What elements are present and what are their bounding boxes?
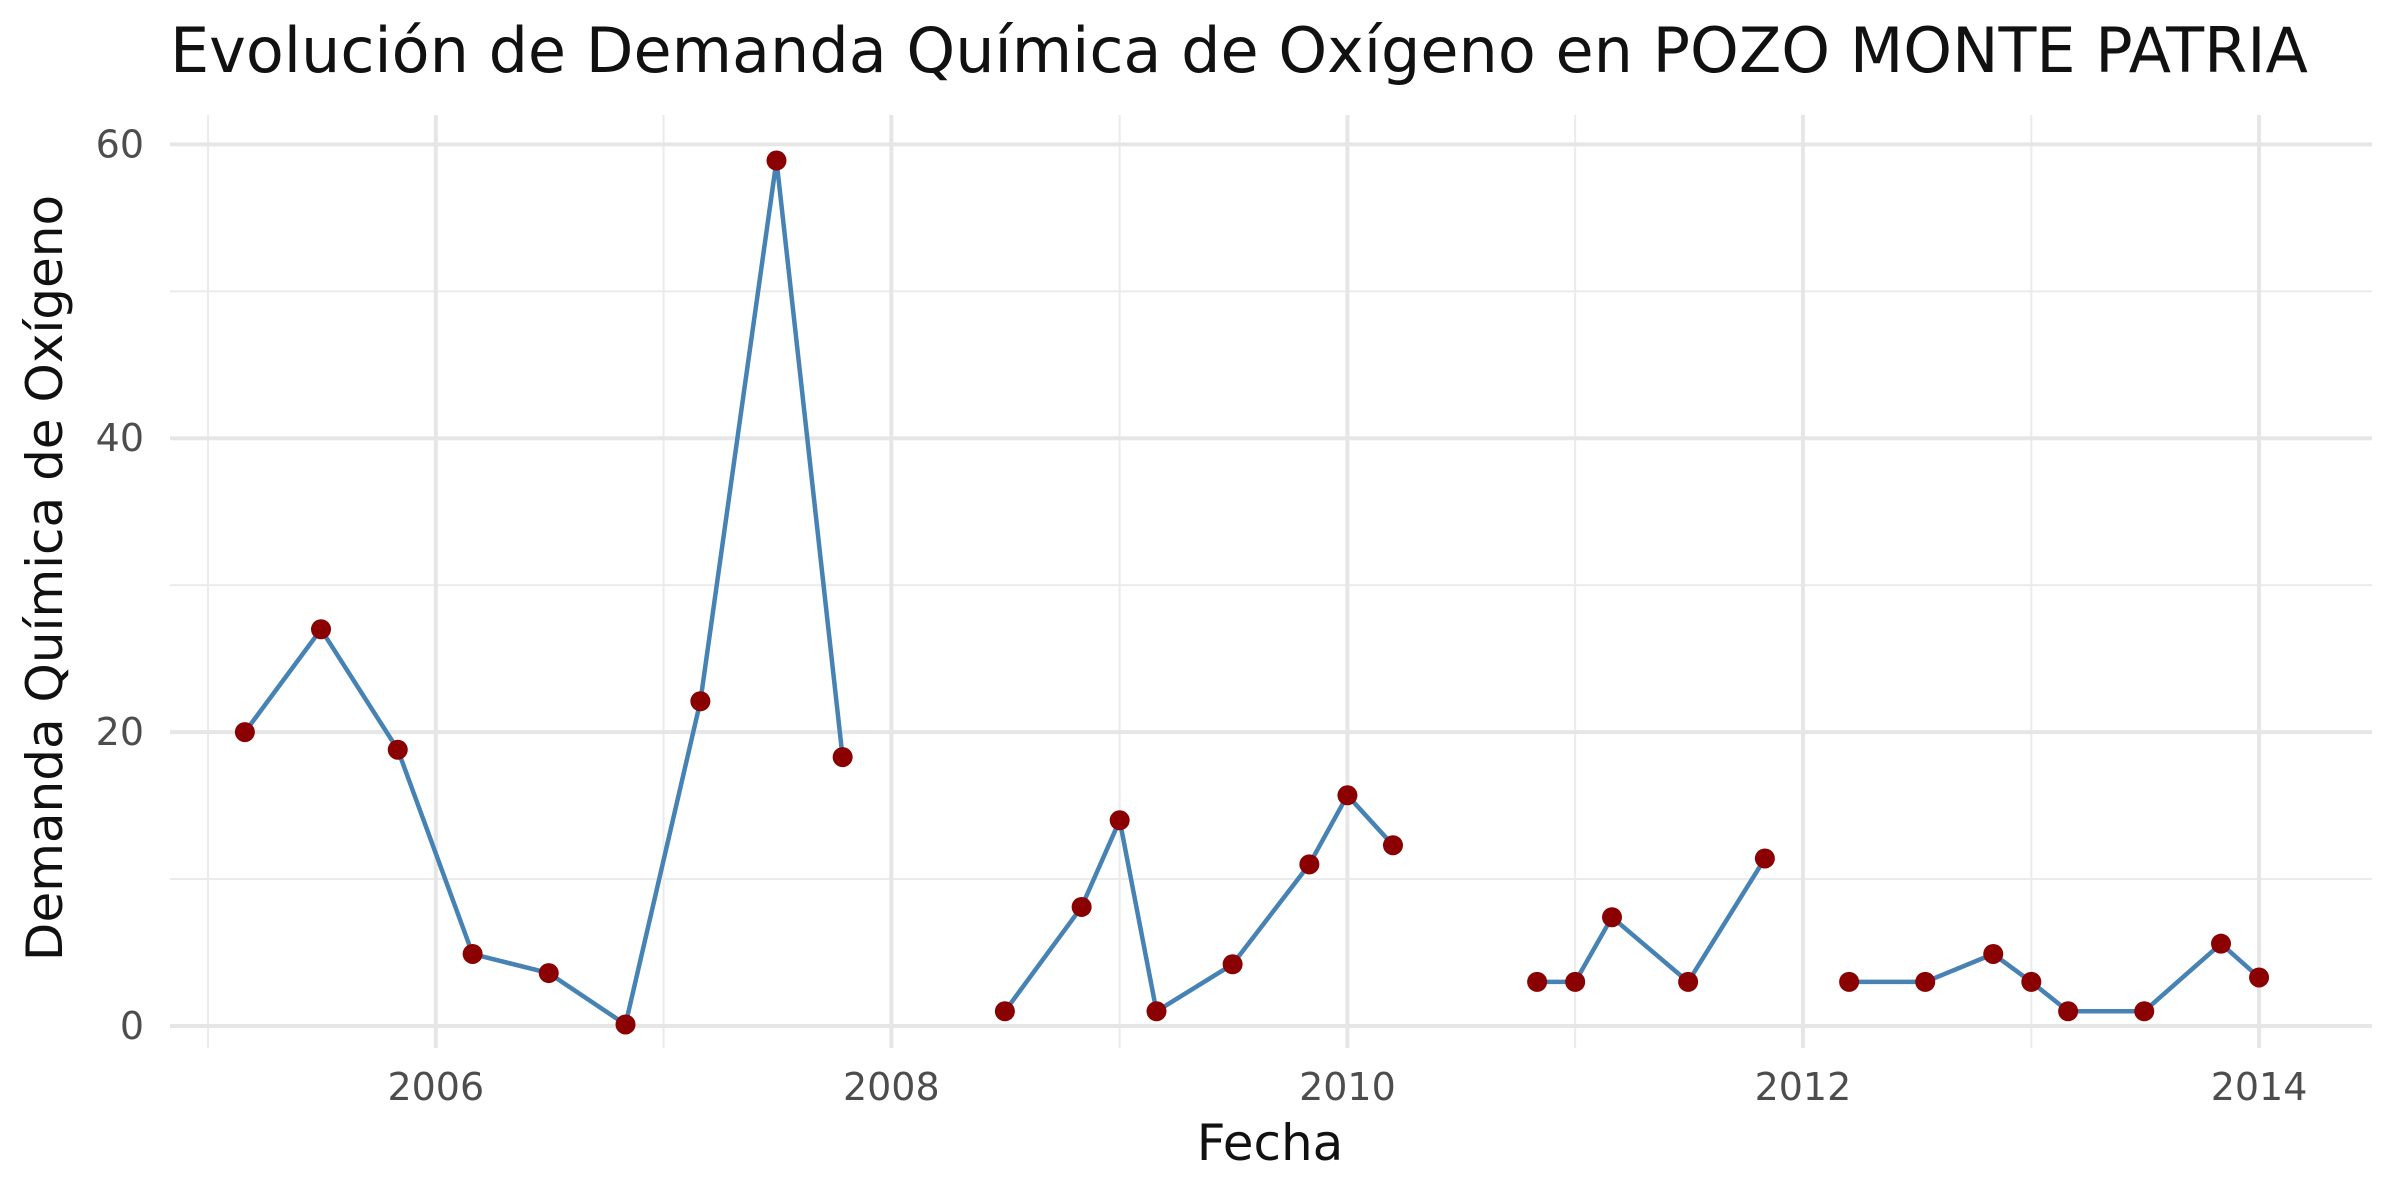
data-point (387, 739, 408, 760)
data-point (311, 619, 332, 640)
y-tick-label: 20 (96, 710, 144, 754)
data-point (1678, 971, 1699, 992)
data-point (1146, 1001, 1167, 1022)
data-point (690, 691, 711, 712)
data-point (1915, 971, 1936, 992)
data-point (2249, 967, 2270, 988)
data-point (832, 747, 853, 768)
data-point (1602, 907, 1623, 928)
series-points (234, 150, 2270, 1035)
data-point (462, 943, 483, 964)
chart-title: Evolución de Demanda Química de Oxígeno … (170, 14, 2308, 87)
x-tick-label: 2014 (2211, 1065, 2308, 1109)
data-point (994, 1001, 1015, 1022)
x-tick-label: 2012 (1755, 1065, 1852, 1109)
y-tick-label: 40 (96, 416, 144, 460)
data-point (1565, 971, 1586, 992)
x-tick-label: 2010 (1299, 1065, 1396, 1109)
data-point (1071, 896, 1092, 917)
data-point (1382, 835, 1403, 856)
data-point (1527, 971, 1548, 992)
x-axis-label: Fecha (1197, 1114, 1344, 1172)
data-point (1109, 810, 1130, 831)
y-tick-label: 0 (120, 1004, 144, 1048)
series-lines (243, 158, 2261, 1027)
series-line-segment-4 (1849, 941, 2261, 1014)
series-line-segment-2 (1003, 793, 1395, 1014)
data-point (2058, 1001, 2079, 1022)
series-line-segment-1 (243, 158, 845, 1027)
data-point (538, 963, 559, 984)
x-tick-label: 2008 (843, 1065, 940, 1109)
data-point (1754, 848, 1775, 869)
data-point (615, 1014, 636, 1035)
grid-lines (170, 115, 2372, 1048)
data-point (2021, 971, 2042, 992)
x-tick-label: 2006 (387, 1065, 484, 1109)
data-point (2210, 933, 2231, 954)
data-point (234, 722, 255, 743)
data-point (1222, 954, 1243, 975)
x-axis-ticks: 2006 2008 2010 2012 2014 (387, 1065, 2307, 1109)
data-point (1299, 854, 1320, 875)
data-point (2134, 1001, 2155, 1022)
data-point (1983, 943, 2004, 964)
y-tick-label: 60 (96, 122, 144, 166)
data-point (1839, 971, 1860, 992)
series-line-segment-3 (1537, 857, 1767, 985)
y-axis-ticks: 0 20 40 60 (96, 122, 144, 1048)
y-axis-label: Demanda Química de Oxígeno (16, 195, 74, 961)
data-point (1337, 785, 1358, 806)
data-point (766, 150, 787, 171)
